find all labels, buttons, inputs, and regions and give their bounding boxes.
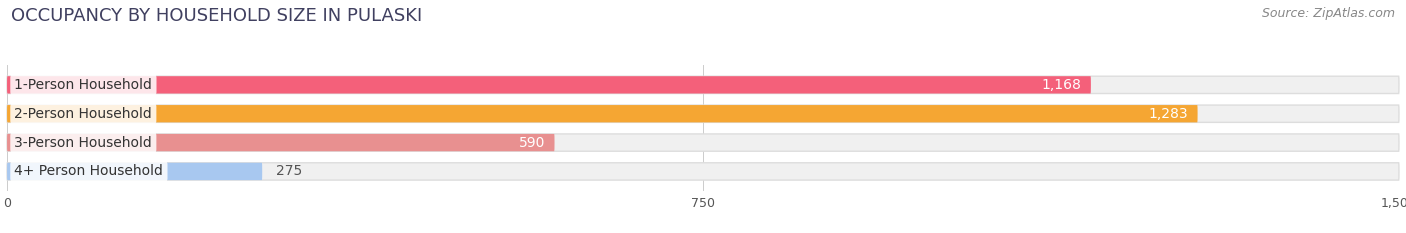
FancyBboxPatch shape xyxy=(7,163,262,180)
FancyBboxPatch shape xyxy=(7,163,1399,180)
FancyBboxPatch shape xyxy=(7,105,1399,122)
FancyBboxPatch shape xyxy=(7,76,1399,93)
Text: Source: ZipAtlas.com: Source: ZipAtlas.com xyxy=(1261,7,1395,20)
FancyBboxPatch shape xyxy=(7,134,554,151)
Text: 3-Person Household: 3-Person Household xyxy=(14,136,152,150)
Text: 1,168: 1,168 xyxy=(1042,78,1081,92)
FancyBboxPatch shape xyxy=(7,134,1399,151)
Text: 590: 590 xyxy=(519,136,546,150)
Text: 2-Person Household: 2-Person Household xyxy=(14,107,152,121)
FancyBboxPatch shape xyxy=(7,105,1198,122)
Text: 1,283: 1,283 xyxy=(1149,107,1188,121)
FancyBboxPatch shape xyxy=(7,76,1091,93)
Text: 1-Person Household: 1-Person Household xyxy=(14,78,152,92)
Text: 275: 275 xyxy=(276,164,302,178)
Text: OCCUPANCY BY HOUSEHOLD SIZE IN PULASKI: OCCUPANCY BY HOUSEHOLD SIZE IN PULASKI xyxy=(11,7,422,25)
Text: 4+ Person Household: 4+ Person Household xyxy=(14,164,163,178)
